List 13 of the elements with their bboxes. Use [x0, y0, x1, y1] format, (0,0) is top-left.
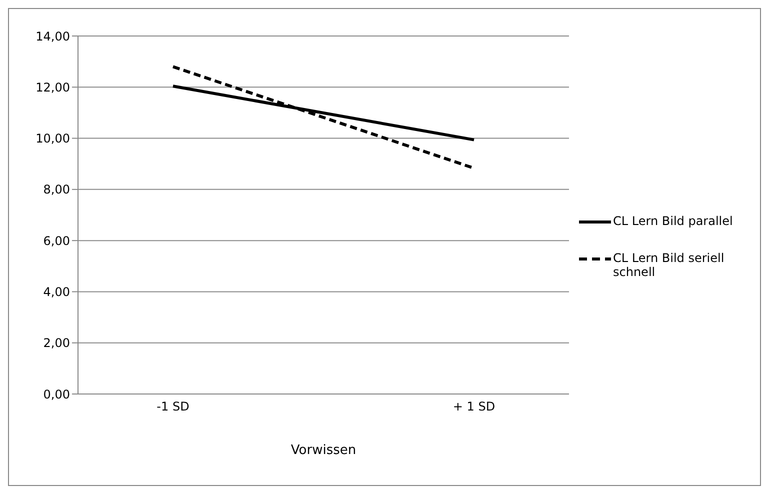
y-tick-label: 2,00	[43, 336, 70, 350]
x-tick-label: + 1 SD	[452, 400, 496, 414]
y-tick-label: 6,00	[43, 234, 70, 248]
legend-label: CL Lern Bild seriell schnell	[613, 250, 726, 278]
x-tick-label: -1 SD	[156, 400, 190, 414]
y-tick-label: 0,00	[43, 387, 70, 402]
y-tick-label: 8,00	[43, 182, 70, 197]
x-axis-title: Vorwissen	[290, 443, 356, 458]
y-tick-label: 4,00	[43, 284, 70, 299]
y-tick-label: 14,00	[36, 29, 70, 44]
y-tick-label: 12,00	[36, 80, 70, 94]
legend-label: CL Lern Bild parallel	[613, 214, 733, 228]
y-tick-label: 10,00	[36, 132, 70, 146]
